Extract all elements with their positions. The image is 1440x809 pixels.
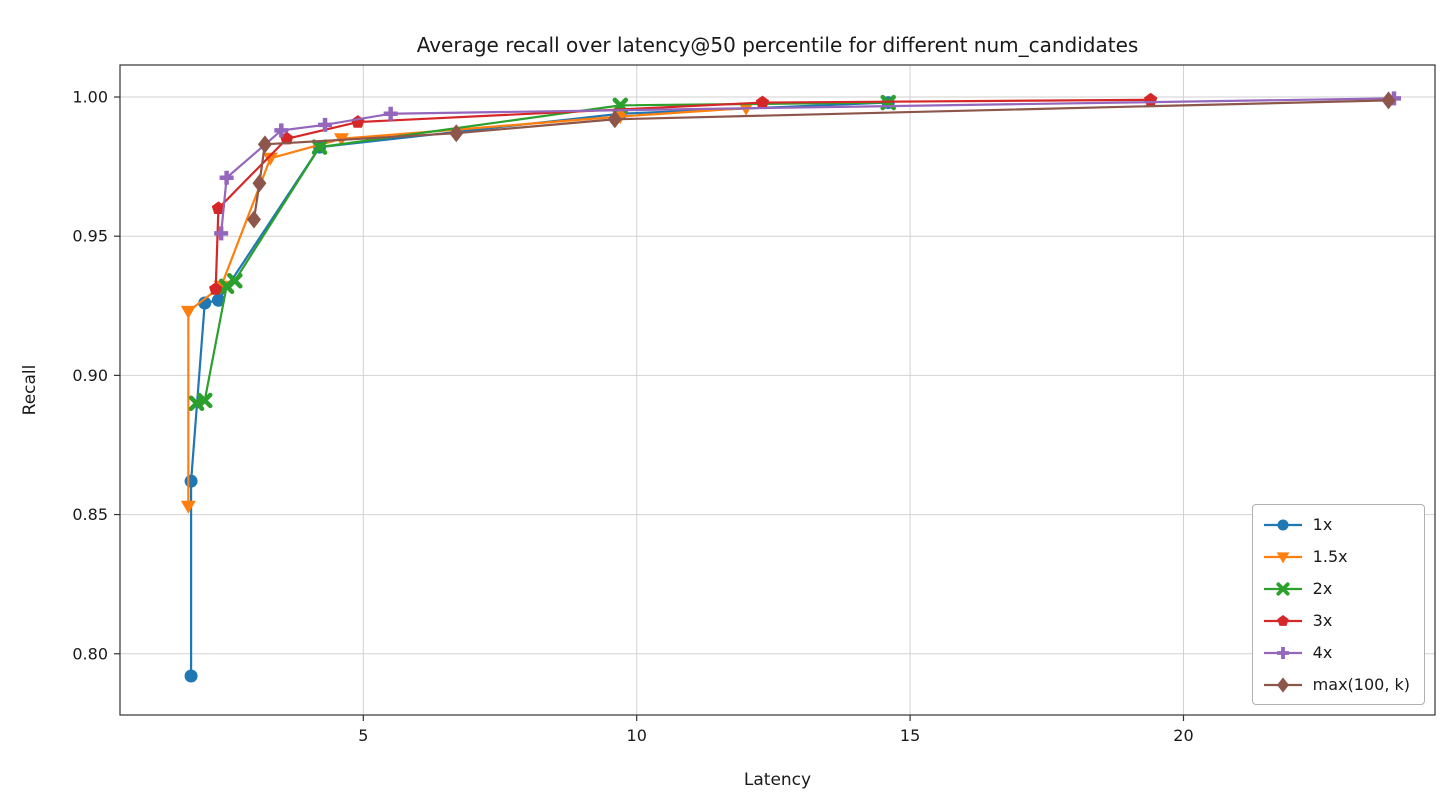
data-point [180,305,196,319]
series-max-100-k- [246,91,1396,229]
legend-swatch [1263,551,1302,563]
data-point [214,226,229,241]
data-point [1277,614,1289,626]
legend-item: max(100, k) [1263,675,1410,694]
data-point [351,115,365,128]
series-2x [188,94,896,411]
data-point [209,282,223,295]
data-point [219,170,234,185]
y-axis-label: Recall [20,364,40,416]
x-axis-label: Latency [743,770,812,790]
legend-label: 2x [1312,579,1333,598]
legend-swatch [1263,676,1302,693]
data-point [252,174,267,193]
data-point [607,110,622,129]
legend-swatch [1263,614,1302,626]
series-line [189,101,890,678]
data-point [318,117,333,132]
data-point [383,106,398,121]
axis-frame [119,64,1436,716]
x-tick-label: 15 [900,726,920,745]
data-point [449,124,464,143]
legend-item: 4x [1263,643,1410,662]
legend-item: 2x [1263,579,1410,598]
data-point [274,123,289,138]
data-point [1276,646,1289,659]
data-point [755,95,770,109]
data-point [1277,518,1289,531]
legend-swatch [1263,581,1302,596]
data-point [1276,676,1289,693]
y-tick-label: 1.00 [72,88,108,107]
data-point [211,201,226,215]
data-point [262,152,278,166]
legend-label: 1.5x [1312,547,1348,566]
series-3x [209,92,1158,295]
series-line [214,98,1152,291]
y-tick-label: 0.85 [72,505,108,524]
legend-label: 1x [1312,515,1333,534]
legend-label: 3x [1312,611,1333,630]
data-point [198,296,212,310]
series-4x [214,91,1401,241]
x-tick-label: 20 [1173,726,1193,745]
data-point [1144,92,1158,106]
x-tick-label: 10 [627,726,647,745]
data-point [246,210,261,229]
legend-item: 1.5x [1263,547,1410,566]
legend-label: max(100, k) [1312,675,1410,694]
data-point [1381,91,1396,110]
data-point [1276,581,1290,596]
data-point [211,293,225,307]
data-point [311,139,328,155]
series-line [220,97,1396,235]
x-tick-label: 5 [358,726,368,745]
chart-title: Average recall over latency@50 percentil… [416,33,1139,57]
y-tick-label: 0.80 [72,644,108,663]
legend: 1x 1.5x 2x 3x 4x max(100, k) [1251,504,1425,705]
data-point [227,272,243,289]
series-line [187,107,748,508]
y-tick-label: 0.95 [72,227,108,246]
series-1x [184,96,895,683]
y-tick-label: 0.90 [72,366,108,385]
data-point [257,135,272,154]
legend-swatch [1263,646,1302,659]
legend-label: 4x [1312,643,1333,662]
data-point [197,392,213,409]
data-point [1276,551,1290,563]
legend-item: 3x [1263,611,1410,630]
data-point [184,669,198,683]
series-1-5x [180,102,754,514]
legend-swatch [1263,518,1302,531]
series-line [195,101,890,405]
legend-item: 1x [1263,515,1410,534]
data-point [180,500,196,514]
data-point [184,474,198,488]
